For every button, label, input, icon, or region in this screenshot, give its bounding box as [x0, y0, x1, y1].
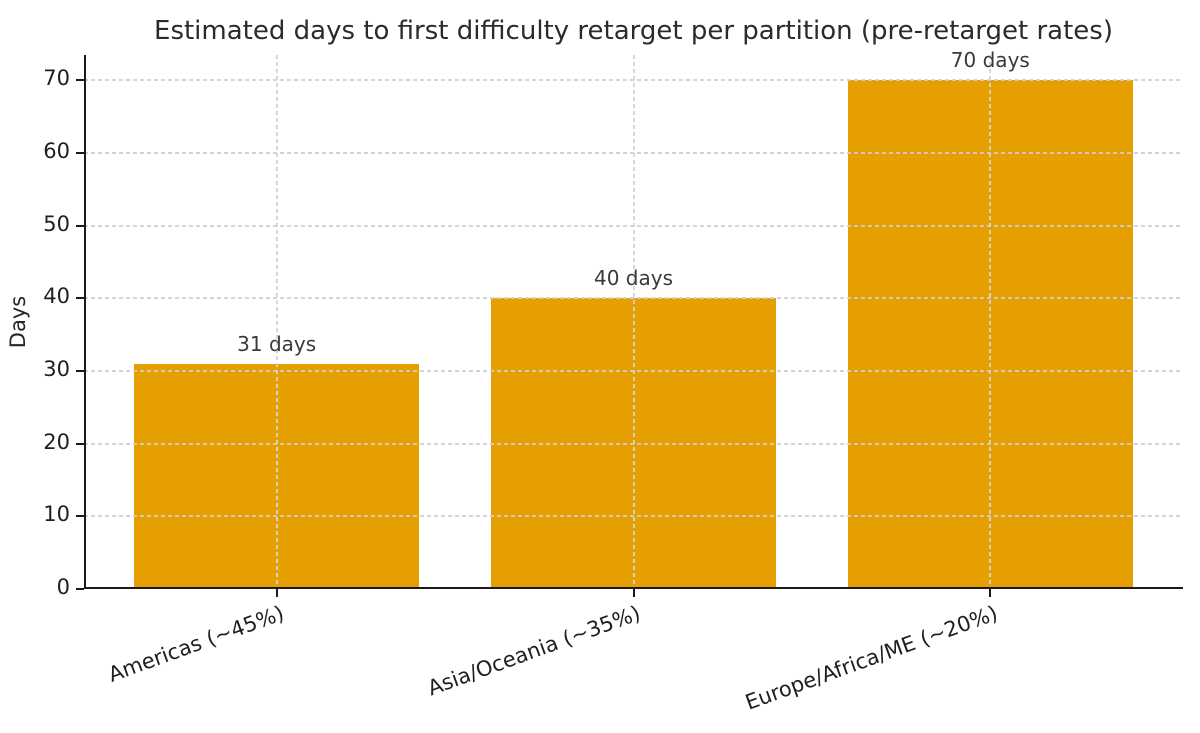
bar-value-label: 40 days: [593, 266, 674, 291]
y-tick-mark: [76, 224, 84, 227]
y-tick-mark: [76, 297, 84, 300]
y-tick-mark: [76, 515, 84, 518]
x-tick-label: Europe/Africa/ME (~20%): [741, 601, 1001, 715]
chart-title: Estimated days to first difficulty retar…: [154, 16, 1113, 46]
y-tick-label: 30: [43, 357, 70, 382]
bar-value-label: 31 days: [237, 331, 317, 356]
x-tick-label: Asia/Oceania (~35%): [424, 601, 644, 701]
x-tick-mark: [989, 589, 992, 597]
y-tick-mark: [76, 588, 84, 590]
y-tick-label: 50: [43, 211, 70, 236]
y-tick-label: 60: [43, 139, 70, 164]
y-tick-mark: [76, 370, 84, 373]
y-tick-label: 40: [43, 284, 70, 309]
v-gridline: [632, 55, 635, 589]
y-tick-label: 0: [56, 575, 70, 599]
y-tick-label: 70: [43, 66, 70, 91]
v-gridline: [989, 55, 992, 589]
y-tick-mark: [76, 79, 84, 82]
x-tick-mark: [275, 589, 278, 597]
y-tick-label: 20: [43, 429, 70, 454]
y-tick-label: 10: [43, 502, 70, 527]
y-tick-mark: [76, 442, 84, 445]
x-tick-label: Americas (~45%): [104, 601, 287, 687]
bar-value-label: 70 days: [950, 48, 1030, 73]
v-gridline: [275, 55, 278, 589]
x-tick-mark: [632, 589, 635, 597]
y-tick-mark: [76, 152, 84, 155]
